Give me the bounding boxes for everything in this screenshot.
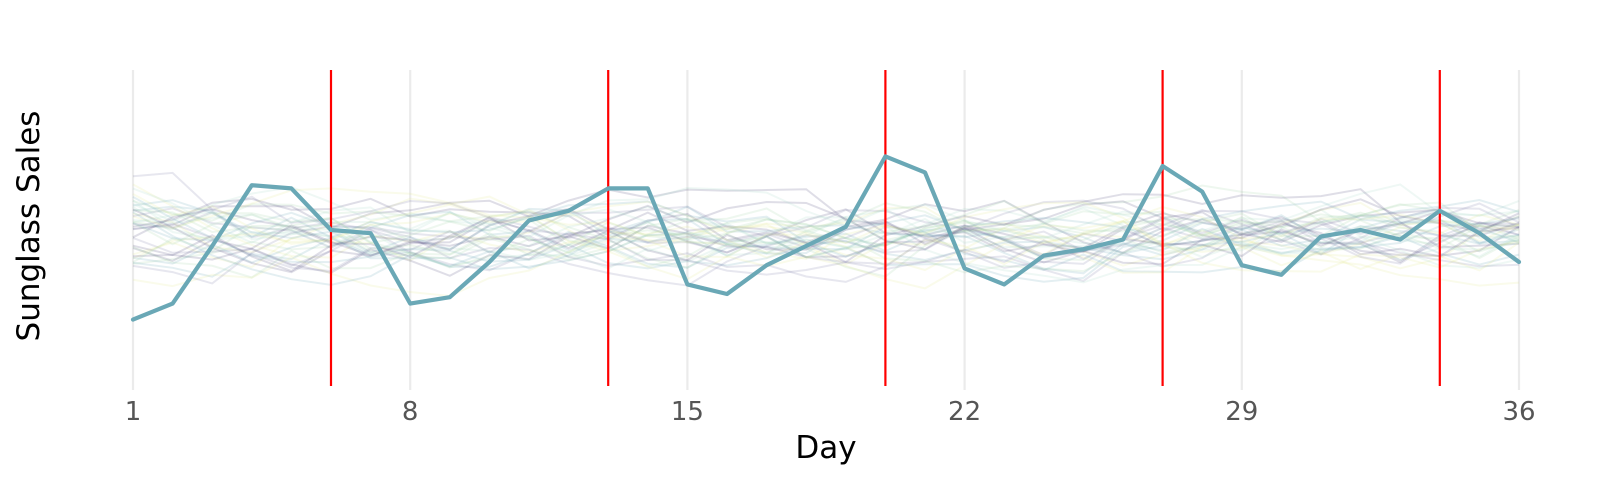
background-series-line <box>132 212 1520 268</box>
background-series-line <box>132 193 1520 290</box>
background-series-line <box>132 205 1520 283</box>
background-series-line <box>132 188 1520 273</box>
x-tick-label: 29 <box>1225 397 1258 427</box>
background-series-line <box>132 186 1520 261</box>
x-tick-label: 22 <box>948 397 981 427</box>
background-series-line <box>132 183 1520 260</box>
background-series-line <box>132 212 1520 274</box>
grid-lines <box>131 70 1521 390</box>
highlighted-series-line <box>130 154 1522 322</box>
background-series-line <box>132 219 1520 283</box>
background-series-line <box>132 202 1520 265</box>
background-series-line <box>132 198 1520 265</box>
background-series-line <box>132 200 1520 266</box>
x-tick-label: 15 <box>671 397 704 427</box>
background-series-line <box>132 188 1520 274</box>
x-tick-label: 36 <box>1502 397 1535 427</box>
x-axis-label: Day <box>795 430 856 466</box>
background-series-line <box>132 186 1520 257</box>
x-axis-ticks: 1 8 15 22 29 36 <box>125 397 1536 427</box>
background-series-line <box>132 210 1520 264</box>
background-series-line <box>132 207 1520 267</box>
x-tick-label: 1 <box>125 397 142 427</box>
background-series-line <box>132 199 1520 257</box>
background-series-line <box>132 213 1520 298</box>
background-series-line <box>132 211 1520 284</box>
background-series-line <box>132 184 1520 278</box>
background-series-line <box>132 200 1520 277</box>
background-series-line <box>132 203 1520 279</box>
background-series-line <box>132 199 1520 261</box>
highlighted-series <box>130 154 1522 322</box>
background-series-line <box>132 199 1520 275</box>
background-series-line <box>132 211 1520 286</box>
background-series-line <box>132 195 1520 270</box>
background-series-line <box>132 201 1520 262</box>
background-series-line <box>132 218 1520 278</box>
x-tick-label: 8 <box>402 397 419 427</box>
background-series-line <box>132 216 1520 285</box>
background-series-line <box>132 206 1520 267</box>
y-axis-label: Sunglass Sales <box>11 111 47 342</box>
background-series-line <box>132 210 1520 283</box>
background-series-line <box>132 183 1520 254</box>
background-series-line <box>132 171 1520 244</box>
background-series-line <box>132 200 1520 287</box>
